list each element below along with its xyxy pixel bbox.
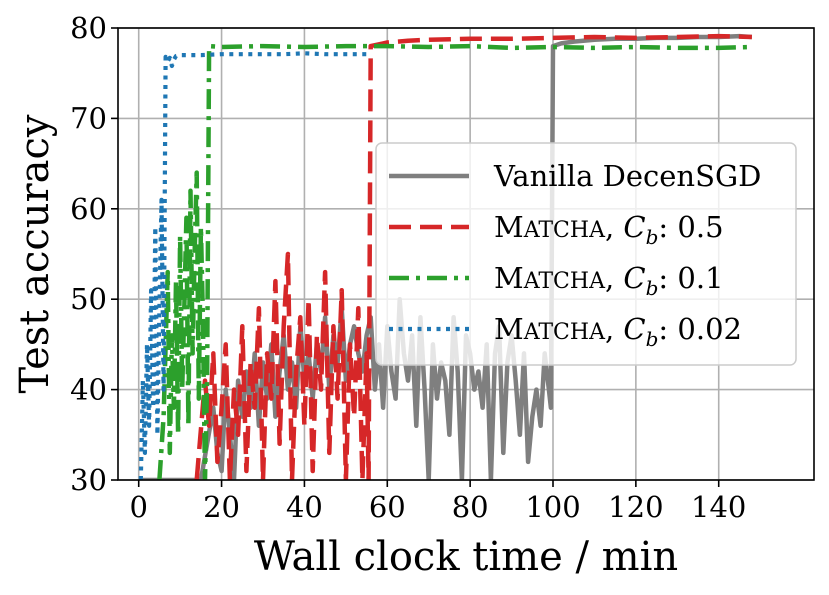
- y-tick-label: 70: [70, 101, 107, 135]
- x-tick-label: 20: [203, 490, 240, 524]
- x-tick-label: 0: [129, 490, 147, 524]
- y-tick-label: 80: [70, 11, 107, 45]
- x-tick-label: 100: [525, 490, 580, 524]
- x-tick-label: 120: [608, 490, 663, 524]
- x-tick-label: 80: [452, 490, 489, 524]
- y-tick-label: 50: [70, 282, 107, 316]
- x-tick-label: 60: [369, 490, 406, 524]
- x-tick-label: 140: [691, 490, 746, 524]
- y-tick-label: 30: [70, 463, 107, 497]
- legend-label-4: MATCHA, Cb: 0.02: [494, 312, 742, 351]
- x-axis-label: Wall clock time / min: [254, 534, 678, 580]
- legend-label-3: MATCHA, Cb: 0.1: [494, 261, 724, 300]
- series-line-1: [142, 33, 753, 480]
- x-tick-label: 40: [286, 490, 323, 524]
- y-tick-label: 60: [70, 192, 107, 226]
- series-lines: [138, 33, 753, 480]
- y-axis-label: Test accuracy: [12, 114, 58, 393]
- series-line-2: [194, 33, 752, 480]
- axis-ticks: 0 20 40 60 80 100 120 140 30 40 50 60 70 80: [70, 11, 746, 524]
- plot-frame: [117, 27, 815, 481]
- legend-box: [375, 142, 797, 366]
- legend-label-1: Vanilla DecenSGD: [493, 159, 761, 193]
- y-tick-label: 40: [70, 373, 107, 407]
- series-line-4: [138, 51, 367, 480]
- legend-label-2: MATCHA, Cb: 0.5: [494, 210, 724, 249]
- legend: Vanilla DecenSGD MATCHA, Cb: 0.5 MATCHA, C…: [375, 142, 797, 366]
